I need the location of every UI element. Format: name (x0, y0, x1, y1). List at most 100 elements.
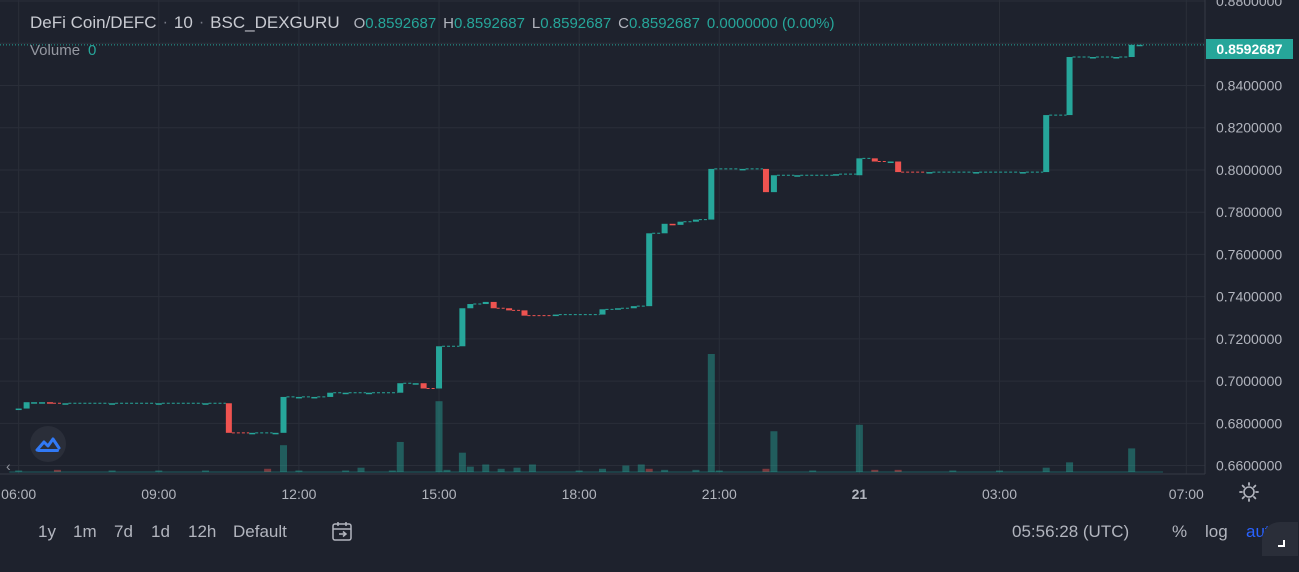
candle (31, 402, 38, 404)
price-axis: 0.6600000 0.6800000 0.7000000 0.7200000 0.74… (1216, 0, 1282, 474)
candle (280, 396, 287, 433)
candle (62, 403, 69, 405)
volume-bar (295, 470, 303, 472)
price-tick-label: 0.8000000 (1216, 162, 1282, 178)
candle (1019, 172, 1026, 174)
log-scale-button[interactable]: log (1205, 522, 1228, 541)
legend-separator: · (162, 14, 168, 31)
symbol-name[interactable]: DeFi Coin/DEFC (30, 13, 157, 32)
volume-bar (995, 470, 1003, 472)
range-1y-button[interactable]: 1y (38, 522, 56, 541)
candle (871, 158, 878, 162)
volume-bar (202, 470, 210, 472)
candle (770, 175, 777, 193)
volume-bar (388, 470, 396, 472)
go-to-date-icon[interactable] (332, 522, 352, 541)
volume-bar (155, 470, 163, 472)
candle (1113, 57, 1120, 59)
candle (420, 383, 427, 389)
candle (692, 219, 699, 222)
volume-bar (53, 469, 61, 472)
symbol-legend: DeFi Coin/DEFC · 10 · BSC_DEXGURU O0.859… (30, 12, 835, 34)
volume-bar (342, 470, 350, 472)
settings-gear-icon[interactable] (1239, 482, 1259, 502)
candle (926, 172, 933, 174)
candle (1043, 115, 1050, 173)
candle (15, 408, 22, 411)
volume-bar (482, 464, 490, 472)
candle (661, 223, 668, 234)
volume-bar (894, 469, 902, 472)
candle (708, 168, 715, 220)
volume-bar (15, 470, 23, 472)
volume-bar (497, 468, 505, 472)
candles (15, 44, 1143, 435)
candle (833, 174, 840, 176)
volume-bar (575, 470, 583, 472)
volume-bar (443, 469, 451, 472)
percent-scale-button[interactable]: % (1172, 522, 1188, 541)
price-tick-label: 0.7400000 (1216, 289, 1282, 305)
ohlc-open: O0.8592687 (353, 14, 437, 32)
range-12h-button[interactable]: 12h (188, 522, 217, 541)
bottom-toolbar: 1y 1m 7d 1d 12h Default 05:56:28 (UTC) %… (0, 508, 1299, 556)
grid (0, 0, 1205, 474)
price-tick-label: 0.7200000 (1216, 331, 1282, 347)
volume-bar (435, 401, 443, 472)
candle (109, 403, 116, 405)
range-7d-button[interactable]: 7d (114, 522, 133, 541)
candle (365, 392, 372, 395)
volume-bar (108, 470, 116, 472)
range-1d-button[interactable]: 1d (151, 522, 170, 541)
last-price-tag: 0.8592687 (1206, 39, 1293, 59)
candle (327, 392, 334, 397)
scroll-left-icon[interactable]: ‹ (6, 458, 11, 474)
time-tick-label: 12:00 (281, 486, 316, 502)
utc-clock[interactable]: 05:56:28 (UTC) (1012, 522, 1130, 541)
candle (412, 383, 419, 385)
volume-bar (645, 468, 653, 472)
price-tick-label: 0.7600000 (1216, 246, 1282, 262)
range-1m-button[interactable]: 1m (73, 522, 97, 541)
candle (973, 172, 980, 174)
time-tick-label: 09:00 (141, 486, 176, 502)
volume-bar (692, 469, 700, 472)
candle (739, 168, 746, 171)
candle (272, 432, 279, 435)
time-tick-label: 07:00 (1169, 486, 1204, 502)
range-default-button[interactable]: Default (233, 522, 287, 541)
legend-separator: · (198, 14, 205, 31)
volume-bar (855, 424, 863, 472)
volume-bar (1042, 467, 1050, 472)
volume-bar (661, 469, 669, 472)
volume-bar (770, 431, 778, 472)
candle (887, 161, 894, 164)
tradingview-logo-icon[interactable] (30, 426, 66, 462)
time-tick-label: 18:00 (562, 486, 597, 502)
fullscreen-corner-icon[interactable] (1262, 522, 1298, 556)
volume-bar (871, 469, 879, 472)
price-tick-label: 0.8400000 (1216, 78, 1282, 94)
candle (39, 402, 46, 404)
candle (614, 308, 621, 310)
time-tick-label: 15:00 (422, 486, 457, 502)
candle (762, 168, 769, 193)
candle (794, 175, 801, 177)
candle (459, 308, 466, 347)
volume-bar (637, 464, 645, 472)
candle (506, 308, 513, 311)
volume-bar (264, 468, 272, 472)
candle (482, 301, 489, 305)
candle (342, 392, 349, 395)
candle (155, 403, 162, 405)
candle (249, 432, 256, 435)
volume-legend: Volume 0 (30, 42, 96, 59)
price-tick-label: 0.6800000 (1216, 415, 1282, 431)
volume-bars (9, 354, 1163, 473)
volume-bar (949, 470, 957, 472)
candle (311, 396, 318, 399)
candle (225, 403, 232, 433)
ohlc-values: O0.8592687 H0.8592687 L0.8592687 C0.8592… (354, 15, 835, 32)
candle (436, 346, 443, 389)
